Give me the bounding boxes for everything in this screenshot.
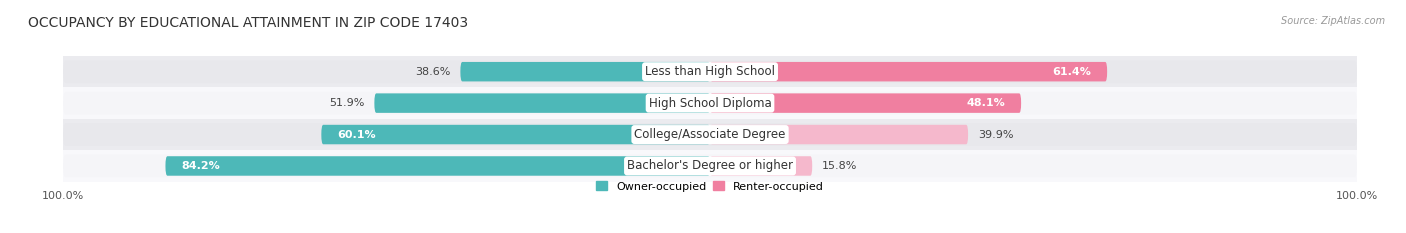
Bar — [63, 150, 1357, 182]
FancyBboxPatch shape — [63, 155, 1357, 177]
Text: 38.6%: 38.6% — [415, 67, 451, 77]
Text: 51.9%: 51.9% — [329, 98, 364, 108]
Text: Source: ZipAtlas.com: Source: ZipAtlas.com — [1281, 16, 1385, 26]
FancyBboxPatch shape — [322, 125, 710, 144]
Text: 60.1%: 60.1% — [337, 130, 377, 140]
FancyBboxPatch shape — [166, 156, 710, 176]
FancyBboxPatch shape — [63, 60, 1357, 83]
Legend: Owner-occupied, Renter-occupied: Owner-occupied, Renter-occupied — [596, 181, 824, 192]
Text: High School Diploma: High School Diploma — [648, 97, 772, 110]
Text: Less than High School: Less than High School — [645, 65, 775, 78]
Text: 84.2%: 84.2% — [181, 161, 221, 171]
Text: 15.8%: 15.8% — [823, 161, 858, 171]
FancyBboxPatch shape — [710, 62, 1107, 81]
FancyBboxPatch shape — [63, 123, 1357, 146]
Bar — [63, 87, 1357, 119]
Text: 48.1%: 48.1% — [966, 98, 1005, 108]
FancyBboxPatch shape — [710, 125, 969, 144]
Text: 61.4%: 61.4% — [1052, 67, 1091, 77]
FancyBboxPatch shape — [710, 93, 1021, 113]
FancyBboxPatch shape — [374, 93, 710, 113]
Text: OCCUPANCY BY EDUCATIONAL ATTAINMENT IN ZIP CODE 17403: OCCUPANCY BY EDUCATIONAL ATTAINMENT IN Z… — [28, 16, 468, 30]
FancyBboxPatch shape — [63, 92, 1357, 114]
FancyBboxPatch shape — [460, 62, 710, 81]
Text: College/Associate Degree: College/Associate Degree — [634, 128, 786, 141]
Text: Bachelor's Degree or higher: Bachelor's Degree or higher — [627, 159, 793, 172]
Bar — [63, 119, 1357, 150]
Text: 39.9%: 39.9% — [977, 130, 1014, 140]
FancyBboxPatch shape — [710, 156, 813, 176]
Bar — [63, 56, 1357, 87]
